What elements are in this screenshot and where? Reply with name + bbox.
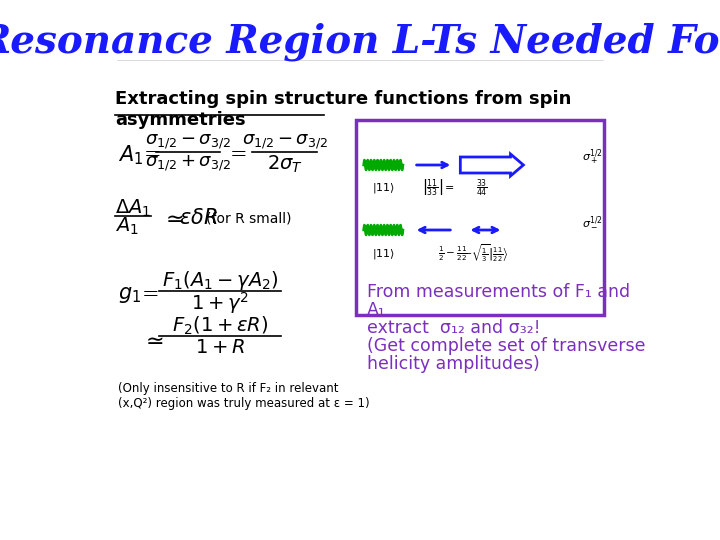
Text: $1 + R$: $1 + R$ (195, 339, 246, 357)
FancyArrow shape (460, 154, 523, 176)
Text: helicity amplitudes): helicity amplitudes) (367, 355, 540, 373)
Text: $\sigma_{1/2} - \sigma_{3/2}$: $\sigma_{1/2} - \sigma_{3/2}$ (242, 133, 328, 151)
Text: $F_2(1 + \varepsilon R)$: $F_2(1 + \varepsilon R)$ (172, 315, 269, 337)
Text: (for R small): (for R small) (206, 211, 292, 225)
Text: (Only insensitive to R if F₂ in relevant
(x,Q²) region was truly measured at ε =: (Only insensitive to R if F₂ in relevant… (118, 382, 369, 410)
Text: $\sigma^{1/2}_+$: $\sigma^{1/2}_+$ (582, 147, 603, 167)
Text: Extracting spin structure functions from spin
asymmetries: Extracting spin structure functions from… (115, 90, 571, 129)
Text: $\sigma^{1/2}_-$: $\sigma^{1/2}_-$ (582, 214, 603, 230)
Text: $-\sqrt{\frac{1}{3}}\left|\frac{11}{22}\right\rangle$: $-\sqrt{\frac{1}{3}}\left|\frac{11}{22}\… (463, 243, 508, 265)
Text: $\simeq$: $\simeq$ (141, 329, 164, 351)
Text: A₁: A₁ (367, 301, 386, 319)
Text: $\left|\frac{11}{33}\right|$: $\left|\frac{11}{33}\right|$ (423, 178, 444, 198)
Text: $\sigma_{1/2} - \sigma_{3/2}$: $\sigma_{1/2} - \sigma_{3/2}$ (145, 133, 231, 151)
Text: extract  σ₁₂ and σ₃₂!: extract σ₁₂ and σ₃₂! (367, 319, 541, 337)
Text: From measurements of F₁ and: From measurements of F₁ and (367, 283, 630, 301)
Text: $\frac{33}{44}$: $\frac{33}{44}$ (476, 177, 487, 199)
Text: $|1 1\rangle$: $|1 1\rangle$ (372, 181, 395, 195)
Text: $\Delta A_1$: $\Delta A_1$ (115, 197, 151, 219)
Text: $1 + \gamma^2$: $1 + \gamma^2$ (192, 290, 249, 316)
Text: $2\sigma_T$: $2\sigma_T$ (267, 153, 302, 174)
Text: $A_1$: $A_1$ (115, 215, 139, 237)
Text: $A_1$: $A_1$ (118, 143, 143, 167)
Text: $g_1$: $g_1$ (118, 285, 141, 305)
Text: (Get complete set of transverse: (Get complete set of transverse (367, 337, 646, 355)
Text: $\varepsilon\delta R$: $\varepsilon\delta R$ (179, 208, 218, 228)
Text: $F_1(A_1 - \gamma A_2)$: $F_1(A_1 - \gamma A_2)$ (162, 268, 279, 292)
Text: $\sigma_{1/2} + \sigma_{3/2}$: $\sigma_{1/2} + \sigma_{3/2}$ (145, 153, 231, 173)
Text: =: = (143, 145, 161, 165)
Text: $\simeq$: $\simeq$ (161, 207, 184, 229)
Text: =: = (141, 286, 159, 305)
Text: =: = (230, 145, 247, 165)
FancyBboxPatch shape (356, 120, 603, 315)
Text: =: = (445, 183, 454, 193)
Text: Resonance Region L-Ts Needed For: Resonance Region L-Ts Needed For (0, 23, 720, 61)
Text: $|1 1\rangle$: $|1 1\rangle$ (372, 247, 395, 261)
Text: $\frac{1}{2}-\frac{11}{22}$: $\frac{1}{2}-\frac{11}{22}$ (438, 245, 468, 263)
